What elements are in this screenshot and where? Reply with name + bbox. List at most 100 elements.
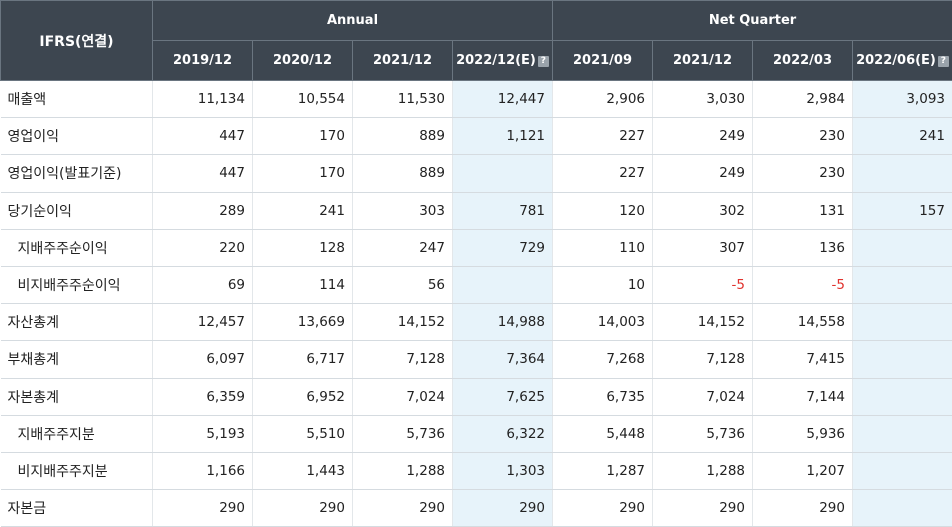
table-cell: 10 xyxy=(553,266,653,303)
table-cell xyxy=(853,378,952,415)
table-cell: 3,030 xyxy=(653,81,753,118)
table-cell: 5,936 xyxy=(753,415,853,452)
table-cell: 14,152 xyxy=(653,304,753,341)
table-cell: 1,288 xyxy=(353,452,453,489)
table-cell: 5,448 xyxy=(553,415,653,452)
table-cell: 11,134 xyxy=(153,81,253,118)
column-header: 2021/09 xyxy=(553,41,653,81)
table-cell: 7,268 xyxy=(553,341,653,378)
table-cell: 7,364 xyxy=(453,341,553,378)
row-label: 당기순이익 xyxy=(1,192,153,229)
table-cell: 307 xyxy=(653,229,753,266)
table-cell: 781 xyxy=(453,192,553,229)
column-header-estimate: 2022/12(E)? xyxy=(453,41,553,81)
table-cell: 1,443 xyxy=(253,452,353,489)
table-cell: 7,128 xyxy=(353,341,453,378)
table-cell: 2,906 xyxy=(553,81,653,118)
table-cell xyxy=(853,304,952,341)
table-cell: 157 xyxy=(853,192,952,229)
table-cell: 729 xyxy=(453,229,553,266)
question-mark-icon[interactable]: ? xyxy=(538,56,549,67)
table-cell: 6,322 xyxy=(453,415,553,452)
table-cell: 56 xyxy=(353,266,453,303)
table-cell: 1,121 xyxy=(453,118,553,155)
table-cell: 11,530 xyxy=(353,81,453,118)
table-cell: 7,024 xyxy=(653,378,753,415)
table-cell: 14,003 xyxy=(553,304,653,341)
row-label: 지배주주순이익 xyxy=(1,229,153,266)
table-cell: 10,554 xyxy=(253,81,353,118)
row-label: 비지배주주지분 xyxy=(1,452,153,489)
table-cell: 2,984 xyxy=(753,81,853,118)
table-cell: 1,287 xyxy=(553,452,653,489)
table-cell: 289 xyxy=(153,192,253,229)
table-cell: 290 xyxy=(653,490,753,527)
net-quarter-group-header: Net Quarter xyxy=(553,1,952,41)
table-cell: 14,558 xyxy=(753,304,853,341)
table-cell: 220 xyxy=(153,229,253,266)
table-cell: 290 xyxy=(253,490,353,527)
question-mark-icon[interactable]: ? xyxy=(938,56,949,67)
table-cell: 7,024 xyxy=(353,378,453,415)
row-label: 지배주주지분 xyxy=(1,415,153,452)
table-cell xyxy=(453,266,553,303)
table-cell: 249 xyxy=(653,155,753,192)
table-cell: 6,097 xyxy=(153,341,253,378)
table-cell: 247 xyxy=(353,229,453,266)
table-cell xyxy=(853,229,952,266)
table-cell xyxy=(853,452,952,489)
table-cell: 114 xyxy=(253,266,353,303)
table-cell xyxy=(853,341,952,378)
table-cell: 6,735 xyxy=(553,378,653,415)
table-cell: 5,736 xyxy=(653,415,753,452)
table-cell: 5,510 xyxy=(253,415,353,452)
column-header: 2019/12 xyxy=(153,41,253,81)
table-cell: 241 xyxy=(253,192,353,229)
column-header-estimate: 2022/06(E)? xyxy=(853,41,952,81)
accounting-standard-header: IFRS(연결) xyxy=(1,1,153,81)
table-cell: 1,207 xyxy=(753,452,853,489)
table-cell: 290 xyxy=(453,490,553,527)
table-cell: 1,288 xyxy=(653,452,753,489)
row-label: 자본금 xyxy=(1,490,153,527)
column-header: 2021/12 xyxy=(353,41,453,81)
table-cell: 120 xyxy=(553,192,653,229)
table-cell: 13,669 xyxy=(253,304,353,341)
table-cell: 249 xyxy=(653,118,753,155)
table-cell: 227 xyxy=(553,118,653,155)
table-cell: 12,457 xyxy=(153,304,253,341)
table-cell: 5,193 xyxy=(153,415,253,452)
table-cell: 303 xyxy=(353,192,453,229)
table-cell xyxy=(853,490,952,527)
table-cell xyxy=(853,155,952,192)
row-label: 자본총계 xyxy=(1,378,153,415)
table-cell: 447 xyxy=(153,118,253,155)
table-cell: -5 xyxy=(653,266,753,303)
table-cell xyxy=(853,415,952,452)
table-cell: 227 xyxy=(553,155,653,192)
table-cell: 5,736 xyxy=(353,415,453,452)
table-cell: 302 xyxy=(653,192,753,229)
row-label: 영업이익 xyxy=(1,118,153,155)
table-cell xyxy=(453,155,553,192)
column-header: 2020/12 xyxy=(253,41,353,81)
table-cell: 290 xyxy=(553,490,653,527)
table-cell: 14,152 xyxy=(353,304,453,341)
column-header: 2021/12 xyxy=(653,41,753,81)
table-cell: 241 xyxy=(853,118,952,155)
table-cell: -5 xyxy=(753,266,853,303)
row-label: 영업이익(발표기준) xyxy=(1,155,153,192)
table-cell: 290 xyxy=(753,490,853,527)
table-cell: 3,093 xyxy=(853,81,952,118)
table-cell: 170 xyxy=(253,155,353,192)
